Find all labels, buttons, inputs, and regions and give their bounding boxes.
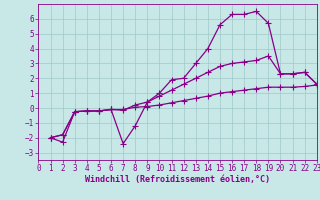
X-axis label: Windchill (Refroidissement éolien,°C): Windchill (Refroidissement éolien,°C)	[85, 175, 270, 184]
